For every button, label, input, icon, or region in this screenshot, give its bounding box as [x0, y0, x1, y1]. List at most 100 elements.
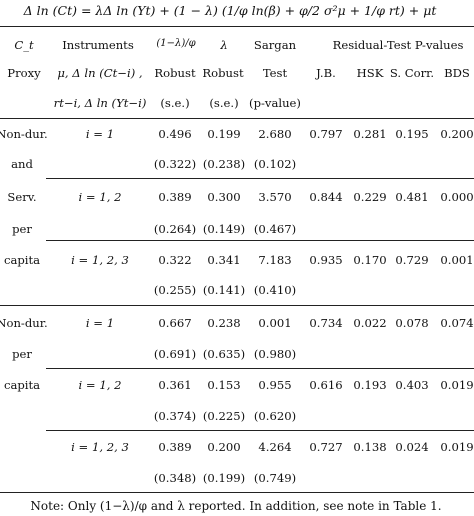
- hsk-value: 0.170: [353, 253, 387, 267]
- lambda-se: (0.149): [202, 222, 246, 236]
- scorr-value: 0.481: [395, 190, 429, 204]
- coef-se: (0.691): [153, 347, 197, 361]
- header-sargan-pvalue: (p-value): [249, 96, 301, 110]
- coef-value: 0.322: [158, 253, 192, 267]
- coef-value: 0.667: [158, 316, 192, 330]
- instrument-set: i = 1: [85, 316, 115, 330]
- proxy-label: and: [11, 157, 33, 171]
- row-divider: [46, 430, 474, 431]
- coef-value: 0.389: [158, 440, 192, 454]
- header-coef-robust: Robust: [154, 66, 196, 80]
- jb-value: 0.616: [309, 378, 343, 392]
- proxy-label: Serv.: [7, 190, 37, 204]
- lambda-se: (0.199): [202, 471, 246, 485]
- coef-value: 0.389: [158, 190, 192, 204]
- scorr-value: 0.024: [395, 440, 429, 454]
- lambda-se: (0.635): [202, 347, 246, 361]
- sargan-value: 7.183: [258, 253, 292, 267]
- lambda-value: 0.341: [207, 253, 241, 267]
- coef-se: (0.374): [153, 409, 197, 423]
- lambda-value: 0.200: [207, 440, 241, 454]
- coef-value: 0.361: [158, 378, 192, 392]
- proxy-label: Non-dur.: [0, 316, 48, 330]
- header-instruments-line3: rt−i, Δ ln (Yt−i): [53, 96, 147, 110]
- bds-value: 0.074: [440, 316, 474, 330]
- instrument-set: i = 1, 2: [78, 378, 122, 392]
- lambda-se: (0.238): [202, 157, 246, 171]
- jb-value: 0.935: [309, 253, 343, 267]
- header-hsk: HSK: [356, 66, 384, 80]
- sargan-pvalue: (0.620): [253, 409, 297, 423]
- instrument-set: i = 1, 2: [78, 190, 122, 204]
- lambda-value: 0.238: [207, 316, 241, 330]
- scorr-value: 0.403: [395, 378, 429, 392]
- jb-value: 0.844: [309, 190, 343, 204]
- coef-value: 0.496: [158, 127, 192, 141]
- hsk-value: 0.193: [353, 378, 387, 392]
- header-instruments: Instruments: [62, 38, 134, 52]
- header-jb: J.B.: [316, 66, 336, 80]
- proxy-label: per: [12, 347, 32, 361]
- scorr-value: 0.195: [395, 127, 429, 141]
- sargan-pvalue: (0.980): [253, 347, 297, 361]
- header-scorr: S. Corr.: [389, 66, 435, 80]
- hsk-value: 0.138: [353, 440, 387, 454]
- header-lambda-robust: Robust: [202, 66, 244, 80]
- header-proxy: Proxy: [7, 66, 41, 80]
- header-residual-tests: Residual-Test P-values: [332, 38, 464, 52]
- row-divider: [46, 178, 474, 179]
- bds-value: 0.200: [440, 127, 474, 141]
- sargan-value: 0.001: [258, 316, 292, 330]
- proxy-label: capita: [3, 253, 41, 267]
- sargan-pvalue: (0.467): [253, 222, 297, 236]
- jb-value: 0.734: [309, 316, 343, 330]
- jb-value: 0.797: [309, 127, 343, 141]
- bds-value: 0.019: [440, 440, 474, 454]
- bds-value: 0.001: [440, 253, 474, 267]
- header-bds: BDS: [444, 66, 470, 80]
- sargan-value: 3.570: [258, 190, 292, 204]
- header-ct: C_t: [14, 38, 34, 52]
- sargan-pvalue: (0.749): [253, 471, 297, 485]
- coef-se: (0.348): [153, 471, 197, 485]
- coef-se: (0.264): [153, 222, 197, 236]
- instrument-set: i = 1, 2, 3: [71, 253, 129, 267]
- hsk-value: 0.022: [353, 316, 387, 330]
- bds-value: 0.019: [440, 378, 474, 392]
- sargan-pvalue: (0.102): [253, 157, 297, 171]
- model-equation: Δ ln (Ct) = λΔ ln (Yt) + (1 − λ) (1/φ ln…: [23, 3, 437, 18]
- jb-value: 0.727: [309, 440, 343, 454]
- scorr-value: 0.729: [395, 253, 429, 267]
- proxy-label: per: [12, 222, 32, 236]
- lambda-se: (0.225): [202, 409, 246, 423]
- lambda-se: (0.141): [202, 283, 246, 297]
- header-lambda: λ: [220, 38, 228, 52]
- lambda-value: 0.199: [207, 127, 241, 141]
- hsk-value: 0.229: [353, 190, 387, 204]
- header-lambda-se: (s.e.): [209, 96, 239, 110]
- proxy-label: Non-dur.: [0, 127, 48, 141]
- coef-se: (0.322): [153, 157, 197, 171]
- table-note: Note: Only (1−λ)/φ and λ reported. In ad…: [30, 499, 442, 513]
- hsk-value: 0.281: [353, 127, 387, 141]
- header-coef-se: (s.e.): [160, 96, 190, 110]
- sargan-value: 2.680: [258, 127, 292, 141]
- lambda-value: 0.153: [207, 378, 241, 392]
- bottom-rule: [0, 492, 474, 493]
- header-rule: [0, 118, 474, 119]
- bds-value: 0.000: [440, 190, 474, 204]
- top-rule: [0, 26, 474, 27]
- proxy-label: capita: [3, 378, 41, 392]
- instrument-set: i = 1, 2, 3: [71, 440, 129, 454]
- header-coef-fraction: (1−λ)/φ: [156, 38, 196, 49]
- sargan-pvalue: (0.410): [253, 283, 297, 297]
- sargan-value: 0.955: [258, 378, 292, 392]
- header-sargan: Sargan: [253, 38, 297, 52]
- row-divider: [46, 368, 474, 369]
- coef-se: (0.255): [153, 283, 197, 297]
- header-sargan-test: Test: [262, 66, 288, 80]
- header-instruments-line2: μ, Δ ln (Ct−i) ,: [57, 66, 143, 80]
- lambda-value: 0.300: [207, 190, 241, 204]
- row-divider: [46, 240, 474, 241]
